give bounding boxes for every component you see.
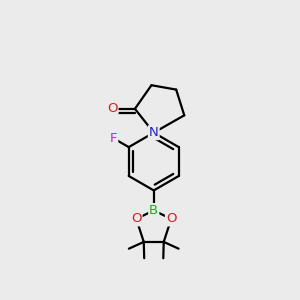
Text: O: O <box>131 212 142 225</box>
Text: O: O <box>107 102 118 115</box>
Text: B: B <box>149 204 158 217</box>
Text: F: F <box>110 132 117 145</box>
Text: N: N <box>149 126 159 139</box>
Text: O: O <box>166 212 176 225</box>
